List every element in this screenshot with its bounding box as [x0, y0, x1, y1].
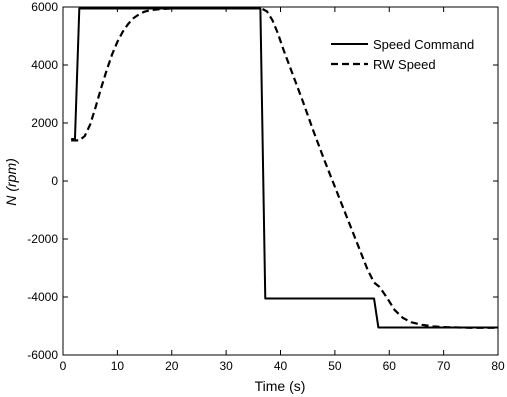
y-tick-label: 6000: [31, 0, 58, 14]
x-tick-label: 60: [383, 359, 397, 373]
ticks-layer: 0 10 20 30 40 50 60 70 80 -6000 -4000 -2000 0 2000 400…: [27, 0, 505, 373]
legend-label-speed-command: Speed Command: [373, 37, 474, 52]
x-axis-label: Time (s): [255, 378, 306, 394]
y-tick-label: 4000: [31, 58, 58, 72]
legend-label-rw-speed: RW Speed: [373, 57, 436, 72]
y-tick-label: 0: [51, 174, 58, 188]
x-tick-label: 20: [165, 359, 179, 373]
x-tick-label: 50: [328, 359, 342, 373]
x-tick-label: 30: [219, 359, 233, 373]
y-tick-label: -2000: [27, 232, 58, 246]
x-tick-label: 40: [274, 359, 288, 373]
y-axis-variable: N: [3, 195, 19, 206]
series-line-speed-command: [71, 7, 498, 329]
series-layer: [71, 7, 498, 329]
y-tick-label: 2000: [31, 116, 58, 130]
series-line-rw-speed: [71, 7, 498, 329]
legend-box: [326, 31, 492, 79]
y-axis-label: N (rpm): [3, 158, 19, 206]
legend: Speed Command RW Speed: [326, 31, 492, 79]
x-tick-label: 80: [491, 359, 505, 373]
y-tick-label: -4000: [27, 290, 58, 304]
y-axis-unit: (rpm): [3, 158, 19, 191]
x-tick-label: 0: [60, 359, 67, 373]
y-tick-label: -6000: [27, 348, 58, 362]
x-tick-label: 10: [111, 359, 125, 373]
x-tick-label: 70: [437, 359, 451, 373]
